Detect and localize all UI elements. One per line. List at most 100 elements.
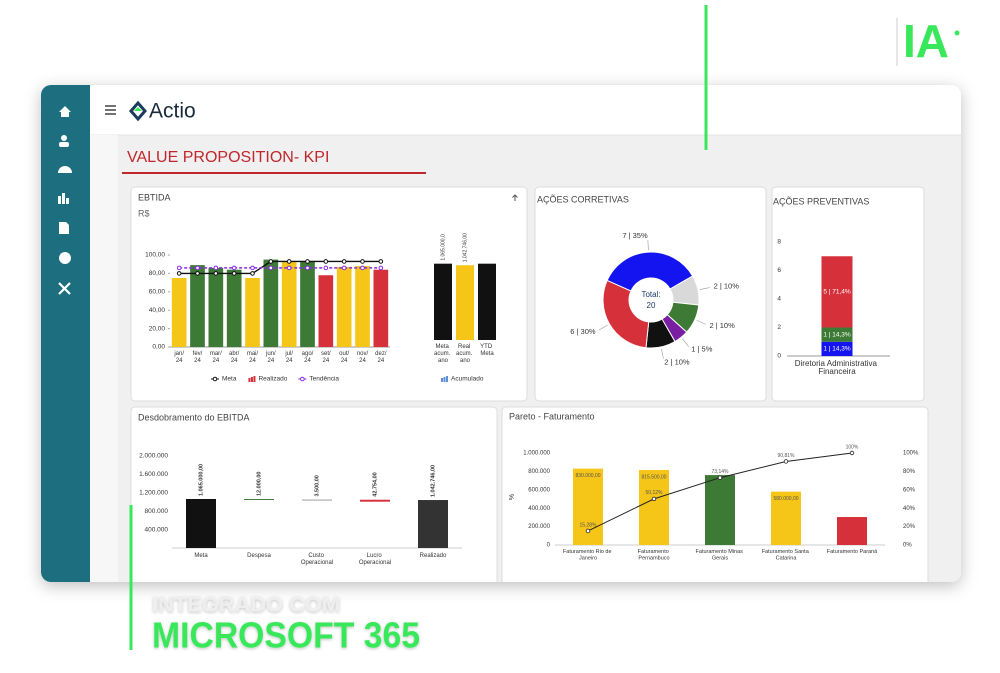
bar xyxy=(639,469,669,545)
line-marker xyxy=(341,259,347,264)
bar xyxy=(302,499,332,501)
legend-icon xyxy=(441,378,443,382)
center-value: 20 xyxy=(647,301,656,310)
data-label: 15,28% xyxy=(580,522,598,528)
x-tick-label: jun/24 xyxy=(265,351,276,364)
y-tick-label: 200.000 xyxy=(528,524,550,530)
leader-line xyxy=(696,320,706,325)
y-tick-label: 0 xyxy=(547,543,551,549)
y-tick-label: 0 xyxy=(777,353,781,360)
line-marker xyxy=(323,265,329,271)
x-tick-label: YTD Meta xyxy=(480,344,494,357)
app-window: Actio VALUE PROPOSITION- KPI EBTIDA R$ A… xyxy=(41,85,961,582)
bar xyxy=(318,275,334,347)
sidebar-icons xyxy=(58,106,72,295)
icon-settings[interactable] xyxy=(59,252,71,264)
pie-slice xyxy=(606,251,694,292)
data-label: 830.000,00 xyxy=(575,473,600,479)
leader-line xyxy=(598,324,608,331)
leader-line xyxy=(647,240,649,251)
line-marker xyxy=(378,265,384,271)
line-marker xyxy=(341,265,347,271)
sort-button[interactable] xyxy=(512,194,518,201)
line-marker xyxy=(783,459,789,464)
icon-gauge[interactable] xyxy=(58,166,72,173)
bar xyxy=(373,269,389,347)
data-label: 7 | 35% xyxy=(622,231,648,240)
data-label: 2 | 10% xyxy=(664,358,690,367)
icon-document[interactable] xyxy=(59,222,69,234)
page-title: VALUE PROPOSITION- KPI xyxy=(127,149,329,166)
bar-segment xyxy=(821,327,853,342)
y2-tick-label: 100% xyxy=(903,451,919,457)
bar-segment xyxy=(821,256,853,328)
y-tick-label: 8 xyxy=(777,239,781,246)
data-label: 42.754,00 xyxy=(372,472,378,496)
x-tick-label: Faturamento Santa Catarina xyxy=(762,549,811,562)
leader-line xyxy=(682,338,689,347)
header xyxy=(90,85,961,135)
x-tick-label: jul/24 xyxy=(284,351,293,364)
bar xyxy=(186,499,216,548)
brand-dot xyxy=(954,30,960,36)
icon-tools[interactable] xyxy=(58,282,71,295)
icon-user-body[interactable] xyxy=(59,142,69,147)
line-marker xyxy=(651,496,657,502)
icon-chart[interactable] xyxy=(58,196,61,204)
y-tick-label: 4 xyxy=(777,296,781,303)
panel-title: Desdobramento do EBITDA xyxy=(138,412,250,422)
bar xyxy=(573,468,603,545)
bar xyxy=(171,278,187,347)
y-tick-label: 1.600.000 xyxy=(139,471,168,478)
x-tick-label: nov/24 xyxy=(357,351,369,364)
panel-title: AÇÕES PREVENTIVAS xyxy=(773,196,869,206)
icon-user[interactable] xyxy=(61,135,67,141)
line-marker xyxy=(213,271,219,276)
x-tick-label: Realizado xyxy=(420,553,447,559)
bar xyxy=(190,265,205,347)
y-tick-label: 1.000.000 xyxy=(523,451,550,457)
line-marker xyxy=(717,475,723,480)
x-tick-label: Faturamento Pernambuco xyxy=(638,549,671,562)
line-marker xyxy=(268,259,274,264)
bar xyxy=(244,499,274,501)
bar xyxy=(336,266,352,347)
icon-chart-bar[interactable] xyxy=(62,193,65,204)
icon-home[interactable] xyxy=(59,106,71,117)
y-tick-label: 800.000 xyxy=(145,508,169,515)
line-marker xyxy=(250,265,255,271)
y-tick-label: 80,00 xyxy=(149,270,166,277)
data-label: 90,81% xyxy=(778,453,796,459)
panel-title: Pareto - Faturamento xyxy=(509,411,595,421)
x-tick-label: Faturamento Paraná xyxy=(827,549,878,555)
panel-subtitle: R$ xyxy=(138,208,150,218)
y-tick-label: 6 xyxy=(777,267,781,274)
logo-text: Actio xyxy=(149,100,196,123)
line-marker xyxy=(378,259,384,264)
line-marker xyxy=(176,271,182,276)
line-marker xyxy=(176,265,182,271)
x-tick-label: mar/24 xyxy=(210,351,222,364)
y2-tick-label: 60% xyxy=(903,487,916,493)
bar xyxy=(837,517,867,545)
bar xyxy=(245,278,260,347)
y-tick-label: 60,00 xyxy=(149,289,166,296)
y-tick-label: 2.000.000 xyxy=(139,453,168,460)
y-tick-label: 20,00 xyxy=(149,325,166,332)
bar xyxy=(300,261,315,347)
y-tick-label: 400.000 xyxy=(528,506,550,512)
bar xyxy=(263,259,279,347)
line-marker xyxy=(286,265,292,271)
bar xyxy=(434,263,452,340)
bar xyxy=(355,266,370,347)
leader-line xyxy=(661,348,664,359)
line-marker xyxy=(305,259,310,264)
x-tick-label: Faturamento Minas Gerais xyxy=(696,549,745,562)
x-tick-label: out/24 xyxy=(339,351,349,364)
icon-chart-bar2[interactable] xyxy=(66,198,69,204)
brand-ia: IA xyxy=(903,15,949,67)
y-tick-label: 100,00 xyxy=(145,252,165,259)
menu-button[interactable] xyxy=(105,105,116,115)
x-tick-label: ago/24 xyxy=(302,351,314,364)
